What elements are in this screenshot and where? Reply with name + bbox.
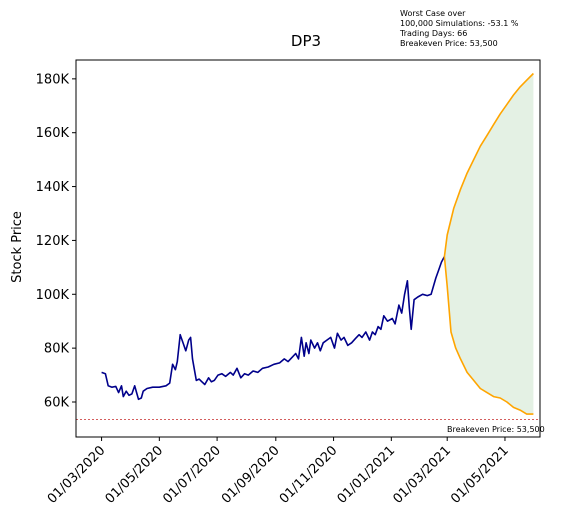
y-tick-label-0: 60K bbox=[44, 395, 70, 410]
simulation-band bbox=[444, 73, 534, 415]
x-tick-label-2: 01/07/2020 bbox=[160, 443, 224, 507]
chart-title: DP3 bbox=[291, 32, 321, 50]
y-tick-label-6: 180K bbox=[36, 72, 70, 87]
y-axis-label: Stock Price bbox=[10, 211, 25, 283]
x-tick-label-7: 01/05/2021 bbox=[448, 443, 512, 507]
annotation-line-1: Worst Case over bbox=[400, 9, 466, 18]
y-tick-label-1: 80K bbox=[44, 342, 70, 357]
plot-area: 60K80K100K120K140K160K180K01/03/202001/0… bbox=[36, 59, 541, 507]
plot-frame bbox=[75, 59, 541, 438]
y-tick-label-4: 140K bbox=[36, 180, 70, 195]
annotation-line-3: Trading Days: 66 bbox=[399, 29, 467, 38]
x-tick-label-5: 01/01/2021 bbox=[335, 443, 399, 507]
series-line-history bbox=[101, 256, 446, 401]
y-tick-label-2: 100K bbox=[36, 288, 70, 303]
y-tick-label-5: 160K bbox=[36, 126, 70, 141]
annotation-line-2: 100,000 Simulations: -53.1 % bbox=[400, 19, 519, 28]
x-tick-label-4: 01/11/2020 bbox=[277, 443, 341, 507]
y-tick-label-3: 120K bbox=[36, 234, 70, 249]
annotation-line-4: Breakeven Price: 53,500 bbox=[400, 39, 498, 48]
series-line-projection-lower bbox=[443, 256, 534, 415]
x-tick-label-1: 01/05/2020 bbox=[103, 443, 167, 507]
annotation-block: Worst Case over 100,000 Simulations: -53… bbox=[399, 9, 519, 48]
series-line-projection-upper bbox=[443, 72, 534, 257]
x-tick-label-6: 01/03/2021 bbox=[390, 443, 454, 507]
breakeven-label: Breakeven Price: 53,500 bbox=[447, 425, 545, 434]
x-tick-label-3: 01/09/2020 bbox=[219, 443, 283, 507]
x-tick-label-0: 01/03/2020 bbox=[45, 443, 109, 507]
